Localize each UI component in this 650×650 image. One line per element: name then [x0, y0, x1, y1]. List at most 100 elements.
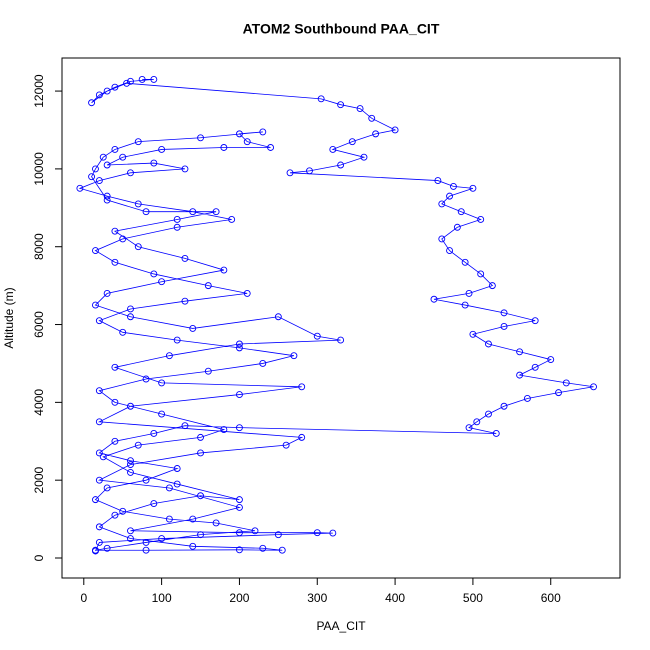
data-point: [278, 546, 286, 554]
data-point: [450, 182, 457, 190]
data-point: [150, 430, 158, 437]
data-point: [123, 79, 131, 87]
x-tick-label: 300: [307, 591, 327, 605]
data-point: [127, 468, 134, 476]
data-point: [189, 208, 197, 216]
data-point: [235, 424, 243, 432]
data-point: [181, 254, 189, 262]
data-point: [286, 169, 294, 177]
data-point: [500, 309, 508, 317]
data-point: [173, 465, 181, 472]
data-point: [189, 515, 197, 523]
y-tick-label: 2000: [32, 467, 46, 494]
data-point: [127, 313, 134, 321]
chart-title: ATOM2 Southbound PAA_CIT: [243, 21, 440, 37]
data-point: [372, 130, 380, 138]
data-point: [103, 289, 111, 297]
data-point: [189, 542, 197, 550]
data-point: [127, 77, 134, 85]
data-point: [531, 317, 539, 325]
y-tick-label: 10000: [32, 152, 46, 186]
data-point: [391, 126, 399, 134]
data-point: [150, 159, 158, 167]
data-point: [337, 336, 345, 344]
data-point: [516, 371, 524, 379]
data-point: [181, 297, 189, 305]
data-point: [119, 507, 127, 515]
data-point: [127, 461, 134, 469]
data-point: [259, 128, 267, 136]
data-point: [142, 375, 150, 383]
x-tick-label: 0: [80, 591, 87, 605]
data-point: [488, 282, 496, 290]
data-point: [259, 544, 267, 552]
data-point: [158, 278, 166, 286]
data-point: [473, 418, 481, 426]
data-point: [477, 270, 485, 278]
data-point: [220, 144, 228, 151]
data-point: [127, 305, 134, 313]
data-point: [76, 184, 84, 192]
data-point: [138, 75, 146, 83]
data-point: [119, 153, 127, 161]
data-point: [197, 433, 204, 441]
data-point: [298, 433, 306, 441]
data-point: [111, 363, 119, 371]
data-point: [158, 535, 166, 542]
data-point: [434, 177, 442, 185]
data-point: [465, 424, 473, 432]
data-point: [95, 317, 103, 325]
data-point: [235, 503, 243, 511]
data-point: [547, 356, 555, 364]
y-axis-label: Altitude (m): [2, 287, 16, 348]
data-point: [212, 519, 220, 527]
data-point: [243, 289, 251, 297]
data-point: [197, 134, 204, 142]
data-point: [127, 402, 134, 410]
data-point: [150, 500, 158, 507]
data-point: [95, 538, 103, 546]
data-point: [134, 441, 142, 449]
data-point: [134, 243, 142, 251]
data-point: [95, 449, 103, 457]
data-point: [111, 83, 119, 91]
data-point: [103, 544, 111, 552]
data-point: [111, 511, 119, 519]
data-point: [235, 340, 243, 348]
data-point: [92, 547, 99, 555]
data-point: [95, 476, 103, 484]
data-point: [477, 216, 485, 223]
data-point: [119, 328, 127, 336]
data-point: [235, 391, 243, 399]
data-point: [298, 383, 306, 391]
data-point: [251, 527, 259, 535]
data-point: [197, 531, 204, 539]
x-tick-label: 200: [229, 591, 249, 605]
data-point: [446, 247, 454, 255]
data-point: [92, 496, 99, 504]
data-point: [531, 363, 539, 371]
data-point: [142, 208, 150, 216]
data-point: [446, 192, 454, 200]
data-point: [103, 161, 111, 169]
y-tick-label: 4000: [32, 389, 46, 416]
data-point: [228, 216, 236, 223]
data-point: [337, 101, 345, 109]
data-point: [165, 484, 173, 492]
data-point: [313, 529, 321, 537]
data-point: [438, 200, 446, 208]
data-point: [88, 173, 96, 181]
data-point: [485, 410, 492, 418]
x-axis-label: PAA_CIT: [316, 619, 366, 633]
data-point: [259, 359, 267, 367]
data-point: [430, 295, 438, 303]
data-point: [92, 165, 99, 173]
data-point: [158, 410, 166, 418]
data-point: [173, 480, 181, 488]
data-point: [197, 449, 204, 457]
data-point: [99, 153, 107, 161]
data-point: [235, 529, 243, 537]
data-line: [78, 79, 594, 552]
